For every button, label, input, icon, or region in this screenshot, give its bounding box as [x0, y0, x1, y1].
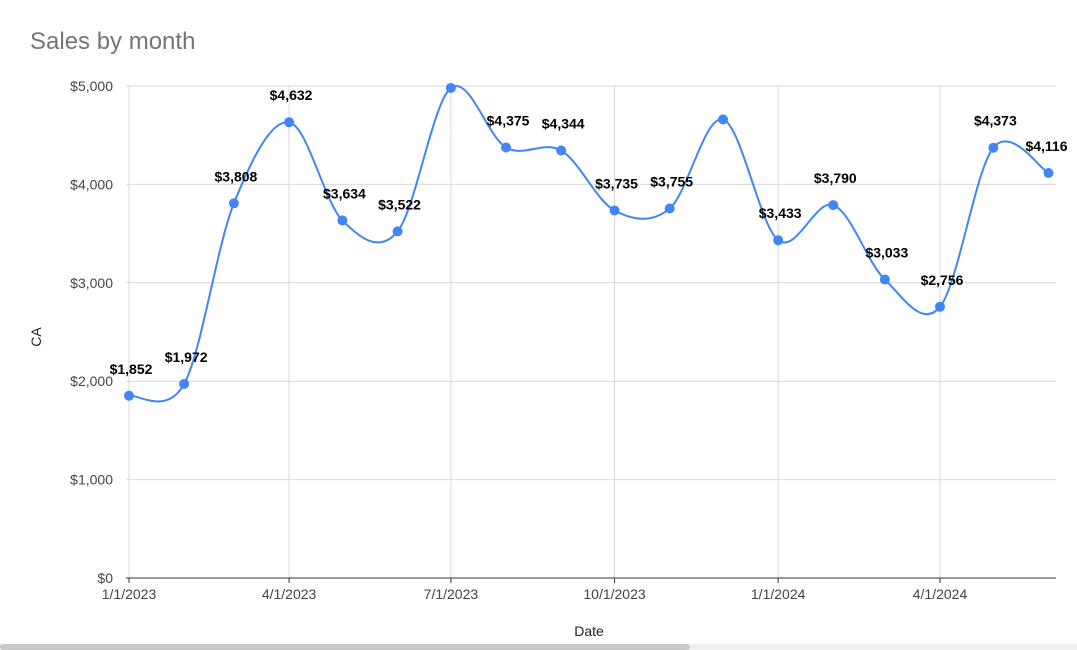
data-label: $3,808 — [215, 168, 258, 184]
axes — [126, 577, 1056, 583]
data-points — [124, 82, 1054, 401]
data-label: $3,755 — [650, 174, 693, 190]
data-label: $4,632 — [270, 87, 313, 103]
data-point[interactable] — [988, 142, 999, 153]
data-point[interactable] — [445, 82, 456, 93]
data-point[interactable] — [1043, 167, 1054, 178]
data-labels: $1,852 $1,972 $3,808 $4,632 $3,634 $3,522 $4,3… — [110, 87, 1068, 377]
data-point[interactable] — [718, 114, 729, 125]
data-label: $4,344 — [542, 116, 585, 132]
data-point[interactable] — [179, 378, 190, 389]
data-point[interactable] — [124, 390, 134, 401]
data-point[interactable] — [392, 226, 403, 237]
data-label: $4,373 — [974, 113, 1017, 129]
data-label: $3,790 — [814, 170, 857, 186]
x-axis-label: Date — [574, 623, 604, 639]
x-tick-label: 10/1/2023 — [583, 586, 645, 602]
y-tick-label: $0 — [97, 570, 113, 586]
x-tick-label: 1/1/2024 — [751, 586, 806, 602]
tick-labels: $0 $1,000 $2,000 $3,000 $4,000 $5,000 1/1/2023… — [70, 78, 967, 602]
data-point[interactable] — [828, 200, 839, 211]
data-label: $3,433 — [759, 205, 802, 221]
data-point[interactable] — [664, 203, 675, 214]
y-tick-label: $4,000 — [70, 176, 113, 192]
x-tick-label: 4/1/2024 — [913, 586, 968, 602]
data-label: $1,852 — [110, 361, 153, 377]
y-tick-label: $5,000 — [70, 78, 113, 94]
scrollbar-thumb[interactable] — [0, 644, 690, 650]
y-axis-label: CA — [28, 327, 44, 347]
data-point[interactable] — [935, 301, 945, 312]
data-point[interactable] — [556, 145, 567, 156]
gridlines — [126, 85, 1056, 578]
data-label: $4,116 — [1025, 138, 1067, 154]
data-point[interactable] — [228, 198, 239, 209]
data-point[interactable] — [773, 235, 784, 246]
data-label: $2,756 — [921, 272, 964, 288]
x-tick-label: 4/1/2023 — [262, 586, 317, 602]
x-tick-label: 1/1/2023 — [102, 586, 157, 602]
data-label: $1,972 — [165, 349, 208, 365]
data-point[interactable] — [337, 215, 348, 226]
horizontal-scrollbar[interactable] — [0, 644, 1077, 650]
y-tick-label: $2,000 — [70, 373, 113, 389]
series-line — [128, 84, 1050, 403]
data-point[interactable] — [879, 274, 890, 285]
x-tick-label: 7/1/2023 — [424, 586, 479, 602]
data-point[interactable] — [284, 117, 295, 128]
data-point[interactable] — [609, 205, 620, 216]
y-tick-label: $3,000 — [70, 275, 113, 291]
data-label: $3,634 — [323, 185, 366, 201]
data-label: $4,375 — [487, 113, 530, 129]
data-label: $3,033 — [865, 245, 908, 261]
data-point[interactable] — [501, 142, 512, 153]
data-label: $3,522 — [378, 196, 421, 212]
chart-title: Sales by month — [30, 28, 196, 55]
y-tick-label: $1,000 — [70, 472, 113, 488]
data-label: $3,735 — [595, 175, 638, 191]
